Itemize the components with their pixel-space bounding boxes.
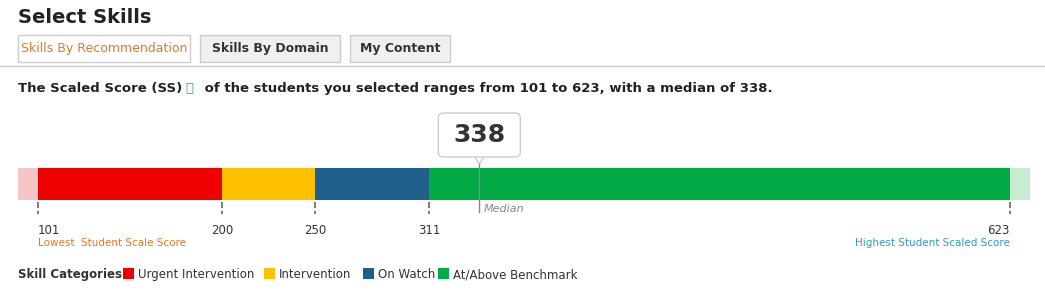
Text: My Content: My Content [359, 42, 440, 55]
FancyBboxPatch shape [18, 35, 190, 62]
Bar [264, 268, 275, 279]
Text: Skills By Recommendation: Skills By Recommendation [21, 42, 187, 55]
Text: 101: 101 [38, 224, 61, 237]
Bar [18, 168, 38, 200]
Text: 623: 623 [988, 224, 1011, 237]
Text: Highest Student Scaled Score: Highest Student Scaled Score [855, 238, 1011, 248]
Bar [316, 168, 429, 200]
Text: Skills By Domain: Skills By Domain [212, 42, 328, 55]
Bar [38, 168, 223, 200]
Bar [1011, 168, 1030, 200]
Polygon shape [471, 152, 487, 164]
Text: 200: 200 [211, 224, 233, 237]
Text: Select Skills: Select Skills [18, 8, 152, 27]
Text: The Scaled Score (SS): The Scaled Score (SS) [18, 82, 187, 95]
FancyBboxPatch shape [350, 35, 450, 62]
Text: Urgent Intervention: Urgent Intervention [138, 268, 254, 281]
Bar [429, 168, 1011, 200]
Text: Intervention: Intervention [279, 268, 351, 281]
Text: At/Above Benchmark: At/Above Benchmark [452, 268, 578, 281]
FancyBboxPatch shape [200, 35, 340, 62]
Text: of the students you selected ranges from 101 to 623, with a median of 338.: of the students you selected ranges from… [200, 82, 772, 95]
Text: Skill Categories:: Skill Categories: [18, 268, 131, 281]
Bar [223, 168, 316, 200]
Text: Median: Median [483, 204, 524, 214]
Text: 311: 311 [418, 224, 440, 237]
Bar [472, 150, 486, 153]
Bar [363, 268, 374, 279]
Bar [438, 268, 449, 279]
FancyBboxPatch shape [438, 113, 520, 157]
Text: 338: 338 [454, 123, 506, 147]
Text: 250: 250 [304, 224, 327, 237]
Bar [123, 268, 134, 279]
Text: On Watch: On Watch [378, 268, 436, 281]
Text: Lowest  Student Scale Score: Lowest Student Scale Score [38, 238, 186, 248]
Text: ⓘ: ⓘ [185, 82, 193, 95]
